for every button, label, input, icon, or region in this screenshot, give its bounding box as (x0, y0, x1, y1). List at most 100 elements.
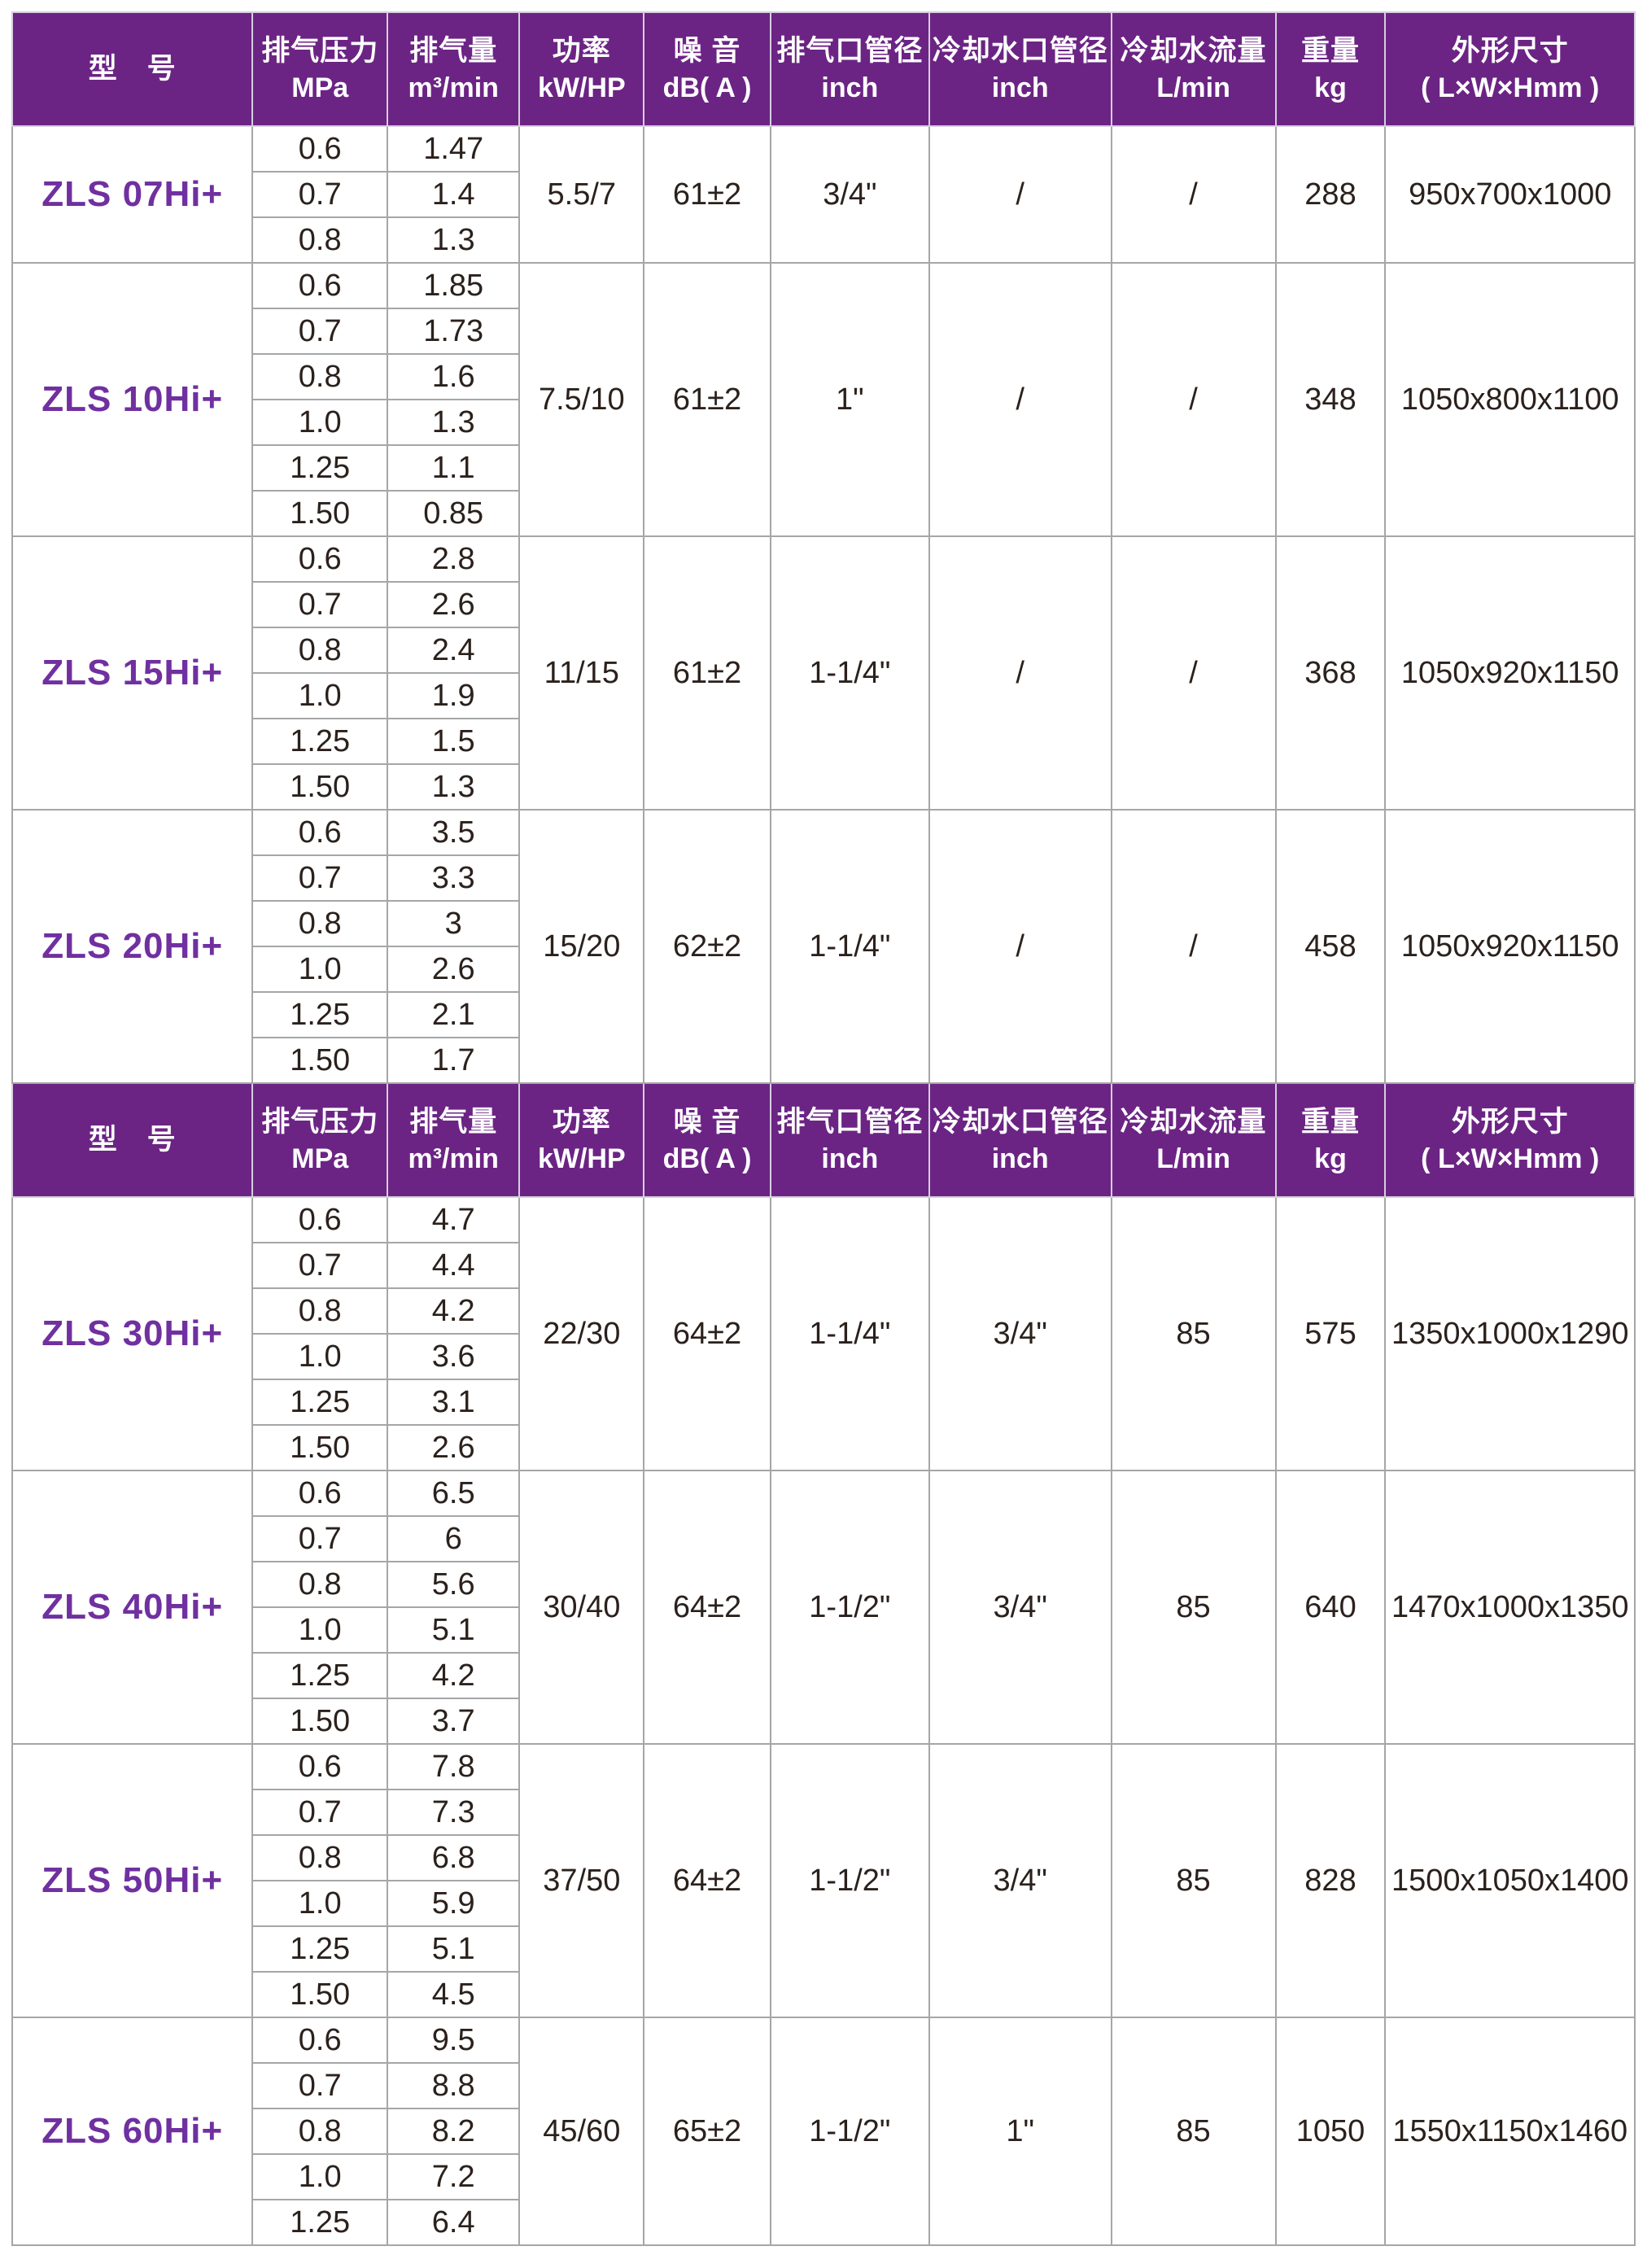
col-header-label: 型 号 (88, 53, 177, 85)
col-header-1: 排气压力 MPa (251, 1082, 388, 1198)
col-header-unit: dB( A ) (662, 72, 752, 103)
spec-row: 1.50 1.3 (12, 763, 1635, 811)
spec-row: 1.25 6.4 (12, 2199, 1635, 2246)
col-header-label: 噪 音 (673, 1106, 741, 1138)
spec-table: 型 号排气压力 MPa 排气量 m³/min 功率 kW/HP 噪 音 dB( A ) 排气口管… (11, 11, 1636, 2246)
noise-cell: 61±2 (643, 535, 771, 811)
pressure-cell: 1.50 (251, 763, 388, 811)
volume-cell: 1.4 (386, 171, 521, 218)
outlet-pipe-cell: 1-1/4" (769, 535, 930, 811)
volume-cell: 1.6 (386, 353, 521, 400)
model-name: ZLS 20Hi+ (11, 809, 254, 1084)
volume-cell: 1.73 (386, 308, 521, 355)
model-name: ZLS 10Hi+ (11, 262, 254, 537)
col-header-unit: kg (1314, 1143, 1347, 1174)
col-header-unit: L/min (1156, 1143, 1230, 1174)
noise-cell: 64±2 (643, 1196, 771, 1471)
col-header-label: 重量 (1300, 35, 1360, 67)
power-cell: 5.5/7 (518, 125, 645, 264)
spec-row: 0.7 3.3 (12, 854, 1635, 902)
volume-cell: 1.1 (386, 444, 521, 492)
col-header-label: 型 号 (88, 1124, 177, 1156)
spec-row: 0.8 4.2 (12, 1287, 1635, 1335)
col-header-label: 排气口管径 (776, 1106, 924, 1138)
pressure-cell: 1.50 (251, 1424, 388, 1471)
spec-row: ZLS 15Hi+ 0.6 2.8 11/15 61±2 1-1/4" //368 1050x… (11, 535, 1636, 811)
spec-row: 0.8 1.3 (12, 216, 1635, 264)
col-header-unit: MPa (291, 72, 349, 103)
pressure-cell: 0.6 (251, 125, 388, 173)
volume-cell: 5.1 (386, 1606, 521, 1654)
col-header-label: 排气量 (409, 35, 498, 67)
power-cell: 11/15 (518, 535, 645, 811)
spec-row: 0.8 1.6 (12, 353, 1635, 400)
cooling-flow-cell: 85 (1110, 1470, 1277, 1745)
pressure-cell: 0.7 (251, 854, 388, 902)
weight-cell: 640 (1274, 1470, 1387, 1745)
cooling-flow-cell: 85 (1110, 1743, 1277, 2018)
outlet-pipe-cell: 3/4" (769, 125, 930, 264)
noise-cell: 61±2 (643, 262, 771, 537)
col-header-7: 冷却水流量 L/min (1110, 1082, 1277, 1198)
col-header-label: 外形尺寸 (1451, 1106, 1569, 1138)
spec-row: 1.50 0.85 (12, 490, 1635, 537)
col-header-label: 排气口管径 (776, 35, 924, 67)
outlet-pipe-cell: 1-1/2" (769, 1743, 930, 2018)
col-header-label: 排气压力 (261, 1106, 379, 1138)
spec-row: 1.25 3.1 (12, 1379, 1635, 1426)
spec-row: 1.50 3.7 (12, 1698, 1635, 1745)
pressure-cell: 0.8 (251, 353, 388, 400)
volume-cell: 1.9 (386, 672, 521, 719)
spec-row: 0.7 6 (12, 1515, 1635, 1562)
col-header-6: 冷却水口管径 inch (928, 11, 1112, 127)
spec-row: 1.0 5.1 (12, 1606, 1635, 1654)
weight-cell: 458 (1274, 809, 1387, 1084)
header-row: 型 号 排气压力 MPa 排气量 m³/min 功率 kW/HP 噪 音 dB( A ) 排气口管… (11, 11, 1636, 127)
col-header-unit: inch (821, 72, 879, 103)
spec-row: 0.8 6.8 (12, 1834, 1635, 1881)
pressure-cell: 0.8 (251, 1287, 388, 1335)
pressure-cell: 0.8 (251, 216, 388, 264)
pressure-cell: 0.8 (251, 900, 388, 947)
model-name: ZLS 30Hi+ (11, 1196, 254, 1471)
outlet-pipe-cell: 1-1/4" (769, 809, 930, 1084)
col-header-unit: m³/min (408, 72, 499, 103)
col-header-unit: ( L×W×Hmm ) (1421, 72, 1600, 103)
noise-cell: 65±2 (643, 2017, 771, 2246)
cooling-port-cell: 1" (928, 2017, 1112, 2246)
dimensions-cell: 1050x920x1150 (1384, 535, 1636, 811)
volume-cell: 9.5 (386, 2017, 521, 2064)
spec-row: 1.25 1.1 (12, 444, 1635, 492)
col-header-label: 冷却水口管径 (932, 1106, 1108, 1138)
pressure-cell: 1.0 (251, 2153, 388, 2200)
spec-row: 1.25 5.1 (12, 1925, 1635, 1973)
power-cell: 45/60 (518, 2017, 645, 2246)
pressure-cell: 1.25 (251, 1925, 388, 1973)
pressure-cell: 1.50 (251, 1971, 388, 2018)
col-header-label: 外形尺寸 (1451, 35, 1569, 67)
weight-cell: 575 (1274, 1196, 1387, 1471)
col-header-unit: m³/min (408, 1143, 499, 1174)
col-header-label: 冷却水口管径 (932, 35, 1108, 67)
spec-row: 0.7 2.6 (12, 581, 1635, 628)
spec-row: 0.7 7.3 (12, 1789, 1635, 1836)
spec-row: 0.7 1.4 (12, 171, 1635, 218)
col-header-3: 功率 kW/HP (518, 1082, 645, 1198)
volume-cell: 8.2 (386, 2108, 521, 2155)
spec-row: 1.0 1.3 (12, 399, 1635, 446)
spec-row: 1.0 7.2 (12, 2153, 1635, 2200)
pressure-cell: 1.50 (251, 490, 388, 537)
cooling-flow-cell: / (1110, 535, 1277, 811)
col-header-unit: inch (991, 72, 1049, 103)
pressure-cell: 1.25 (251, 1379, 388, 1426)
cooling-port-cell: / (928, 125, 1112, 264)
col-header-8: 重量 kg (1274, 11, 1387, 127)
volume-cell: 1.3 (386, 216, 521, 264)
volume-cell: 5.9 (386, 1880, 521, 1927)
col-header-unit: inch (821, 1143, 879, 1174)
dimensions-cell: 1500x1050x1400 (1384, 1743, 1636, 2018)
col-header-unit: MPa (291, 1143, 349, 1174)
col-header-unit: L/min (1156, 72, 1230, 103)
volume-cell: 4.4 (386, 1242, 521, 1289)
pressure-cell: 0.8 (251, 1834, 388, 1881)
